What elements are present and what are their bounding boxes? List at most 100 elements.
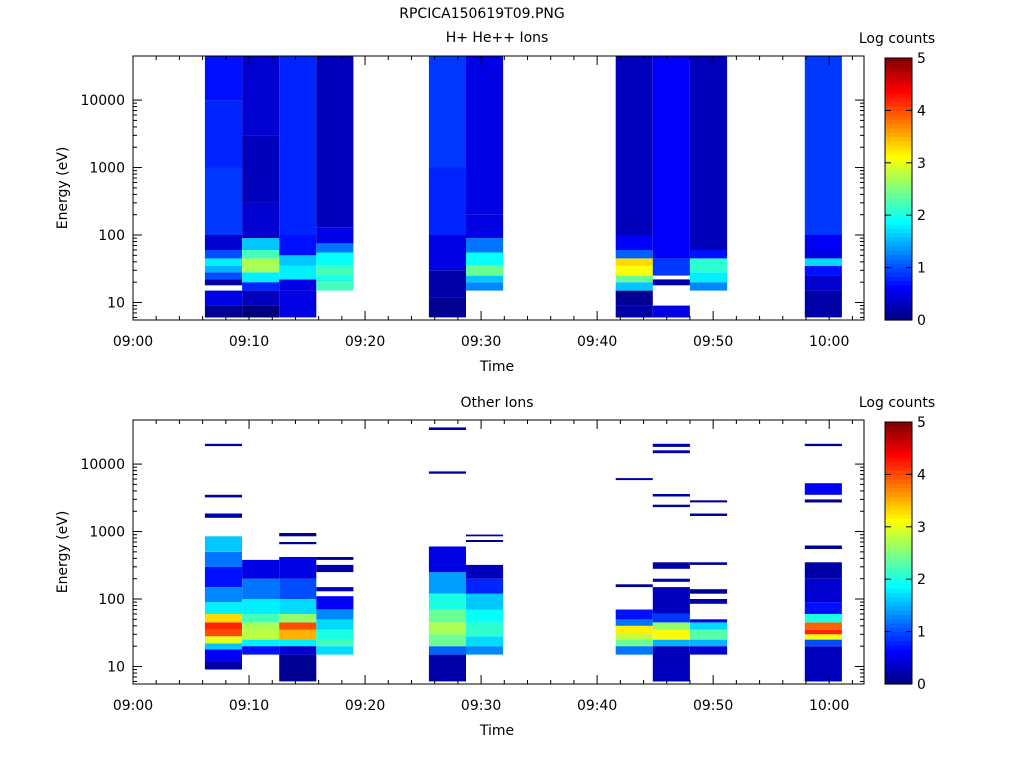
colorbar-segment [885, 136, 912, 142]
y-tick-label: 10 [107, 295, 125, 311]
spectrogram-cell [204, 513, 242, 518]
spectrogram-cell [652, 279, 690, 286]
spectrogram-cell [615, 275, 653, 283]
colorbar-segment [885, 311, 912, 317]
colorbar-segment [885, 206, 912, 212]
spectrogram-cell [652, 587, 690, 614]
spectrogram-cell [804, 499, 842, 503]
colorbar-segment [885, 223, 912, 229]
spectrogram-cell [242, 578, 280, 599]
spectrogram-cell [316, 252, 354, 266]
x-tick-label: 09:00 [113, 698, 153, 714]
spectrogram-cell [652, 235, 690, 259]
colorbar-segment [885, 145, 912, 151]
colorbar-segment [885, 306, 912, 312]
panel-title: H+ He++ Ions [446, 30, 549, 46]
spectrogram-cell [615, 625, 653, 635]
colorbar-segment [885, 180, 912, 186]
colorbar-segment [885, 184, 912, 190]
spectrogram-cell [652, 258, 690, 276]
colorbar-segment [885, 640, 912, 646]
spectrogram-cell [279, 646, 317, 655]
colorbar-tick-label: 4 [917, 467, 926, 483]
colorbar-segment [885, 509, 912, 515]
colorbar-segment [885, 474, 912, 480]
colorbar-segment [885, 456, 912, 462]
spectrogram-cell [466, 265, 504, 276]
spectrogram-cell [690, 282, 728, 291]
spectrogram-cell [804, 235, 842, 250]
spectrogram-cell [428, 471, 466, 474]
spectrogram-cell [316, 587, 354, 592]
spectrogram-cell [316, 646, 354, 655]
panel-title: Other Ions [460, 395, 533, 411]
colorbar-segment [885, 237, 912, 242]
colorbar-segment [885, 66, 912, 72]
spectrogram-cell [428, 297, 466, 318]
spectrogram-cell [428, 572, 466, 594]
colorbar-segment [885, 548, 912, 554]
x-tick-label: 09:50 [693, 334, 733, 350]
colorbar-segment [885, 298, 912, 304]
spectrogram-cell [204, 250, 242, 259]
spectrogram-cell [204, 443, 242, 447]
x-tick-label: 09:30 [461, 698, 501, 714]
colorbar-segment [885, 636, 912, 641]
spectrogram-cell [690, 513, 728, 516]
spectrogram-cell [804, 275, 842, 291]
colorbar-segment [885, 435, 912, 441]
spectrogram-cell [652, 443, 690, 447]
spectrogram-cell [652, 639, 690, 647]
spectrogram-cell [279, 255, 317, 266]
spectrogram-cell [804, 614, 842, 623]
colorbar-segment [885, 666, 912, 672]
spectrogram-cell [279, 557, 317, 579]
colorbar-segment [885, 193, 912, 199]
spectrogram-cell [615, 634, 653, 640]
spectrogram-cell [204, 279, 242, 286]
colorbar-segment [885, 465, 912, 471]
spectrogram-cell [242, 614, 280, 623]
spectrogram-cell [242, 559, 280, 579]
colorbar-tick-label: 1 [917, 261, 926, 277]
colorbar-tick-label: 5 [917, 415, 926, 431]
colorbar-segment [885, 452, 912, 458]
colorbar-segment [885, 250, 912, 256]
colorbar-segment [885, 670, 912, 676]
x-axis-title: Time [479, 723, 514, 739]
colorbar-segment [885, 618, 912, 624]
spectrogram-cell [690, 599, 728, 604]
spectrogram-cell [466, 282, 504, 291]
spectrogram-cell [652, 494, 690, 497]
y-tick-label: 100 [98, 592, 125, 608]
colorbar-segment [885, 88, 912, 94]
colorbar-tick-label: 3 [917, 520, 926, 536]
colorbar-segment [885, 622, 912, 628]
spectrogram-cell [204, 649, 242, 662]
spectrogram-cell [279, 578, 317, 599]
colorbar-segment [885, 596, 912, 602]
spectrogram-cell [466, 646, 504, 655]
spectrogram-cell [652, 305, 690, 318]
spectrogram-cell [204, 566, 242, 588]
colorbar-tick-label: 5 [917, 51, 926, 67]
colorbar-segment [885, 263, 912, 269]
spectrogram-cell [279, 654, 317, 682]
colorbar-segment [885, 539, 912, 545]
colorbar-segment [885, 197, 912, 203]
spectrogram-cell [615, 235, 653, 250]
colorbar-segment [885, 110, 912, 116]
spectrogram-cell [279, 622, 317, 630]
colorbar-segment [885, 574, 912, 580]
x-tick-label: 10:00 [809, 698, 849, 714]
colorbar-segment [885, 518, 912, 524]
colorbar-segment [885, 258, 912, 264]
spectrogram-cell [804, 646, 842, 682]
colorbar-segment [885, 483, 912, 489]
spectrogram-cell [204, 100, 242, 168]
colorbar-segment [885, 97, 912, 103]
spectrogram-cell [690, 629, 728, 640]
spectrogram-cell [615, 290, 653, 306]
spectrogram-cell [428, 546, 466, 573]
spectrogram-cell [428, 634, 466, 647]
